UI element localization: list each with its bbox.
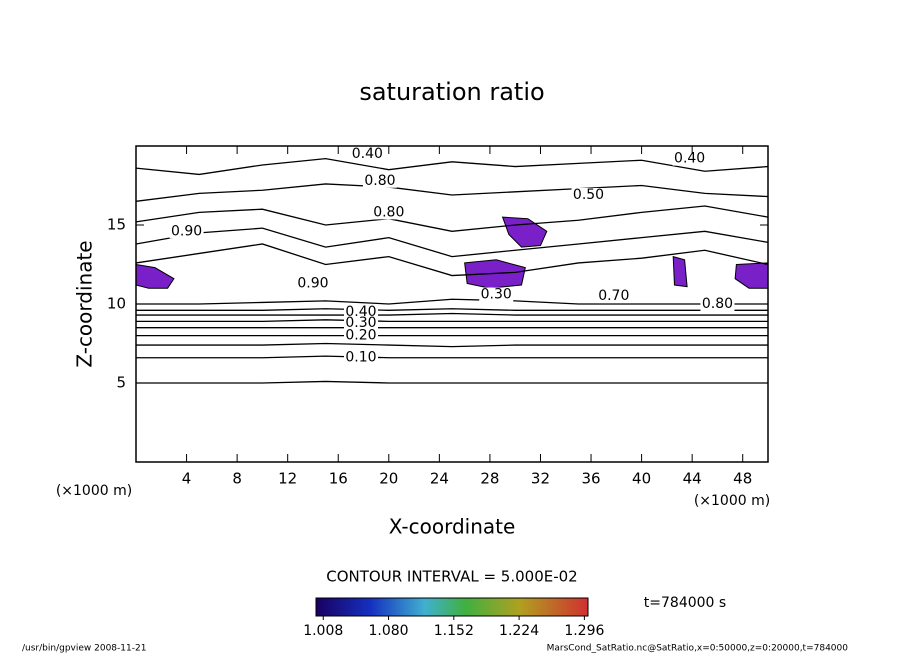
x-tick-label: 20 (379, 470, 398, 488)
contour-label-bg (362, 173, 397, 188)
contour-label: 0.40 (352, 146, 383, 162)
contour-label: 0.80 (364, 173, 395, 189)
contour-label-bg (350, 146, 385, 161)
colorbar-tick-label: 1.080 (368, 623, 408, 639)
x-tick-label: 16 (329, 470, 348, 488)
contour-label-bg (343, 304, 378, 319)
contour-label: 0.50 (573, 187, 604, 203)
contour-label-bg (479, 287, 514, 302)
x-unit: (×1000 m) (694, 493, 770, 509)
x-tick-label: 48 (733, 470, 752, 488)
contour-line (135, 157, 769, 176)
contour-label: 0.80 (373, 204, 404, 220)
x-tick-label: 12 (278, 470, 297, 488)
x-tick-label: 32 (531, 470, 550, 488)
contour-label: 0.40 (674, 151, 705, 167)
y-tick-label: 15 (107, 216, 126, 234)
y-unit: (×1000 m) (56, 483, 132, 499)
contour-line (136, 380, 768, 384)
colorbar-tick-label: 1.224 (499, 623, 539, 639)
contour-label: 0.40 (345, 304, 376, 320)
footer-right: MarsCond_SatRatio.nc@SatRatio,x=0:50000,… (547, 644, 849, 654)
contour-label-bg (672, 151, 707, 166)
contour-line (136, 298, 768, 305)
contour-label-bg (343, 315, 378, 330)
x-tick-label: 40 (632, 470, 651, 488)
contour-label-bg (700, 297, 735, 311)
saturated-region (501, 216, 548, 248)
contour-label: 0.10 (345, 350, 376, 366)
contour-line (135, 205, 769, 232)
contour-line (135, 183, 769, 202)
contour-label-bg (343, 328, 378, 343)
contour-label: 0.70 (598, 288, 629, 304)
y-axis-label: Z-coordinate (73, 240, 97, 367)
contour-line (136, 319, 768, 323)
contour-label: 0.80 (702, 296, 733, 312)
contour-interval: CONTOUR INTERVAL = 5.000E-02 (326, 568, 577, 586)
saturated-region (672, 255, 688, 288)
contour-line (136, 342, 768, 348)
contour-label-bg (295, 276, 330, 291)
contour-line (136, 355, 768, 359)
contour-line (135, 227, 769, 258)
contour-label-bg (571, 187, 606, 202)
x-tick-label: 28 (480, 470, 499, 488)
y-tick-label: 10 (107, 295, 126, 313)
x-tick-label: 36 (581, 470, 600, 488)
colorbar (315, 597, 589, 617)
contour-label: 0.30 (481, 287, 512, 303)
x-tick-label: 4 (182, 470, 192, 488)
contour-label: 0.30 (345, 315, 376, 331)
colorbar-tick-label: 1.008 (303, 623, 343, 639)
saturated-region (135, 263, 175, 289)
x-tick-label: 24 (430, 470, 449, 488)
contour-label-bg (343, 350, 378, 365)
x-axis-label: X-coordinate (389, 515, 516, 539)
contour-label: 0.20 (345, 328, 376, 344)
contour-label: 0.90 (297, 275, 328, 291)
x-tick-label: 8 (232, 470, 242, 488)
footer-left: /usr/bin/gpview 2008-11-21 (22, 644, 146, 654)
contour-line (136, 312, 768, 316)
time-label: t=784000 s (644, 595, 726, 611)
contour-label-bg (371, 205, 406, 220)
contour-label-bg (169, 224, 204, 239)
contour-label-bg (596, 289, 631, 304)
contour-line (136, 308, 768, 311)
chart-title: saturation ratio (359, 78, 544, 106)
x-tick-label: 44 (683, 470, 702, 488)
colorbar-tick-label: 1.296 (564, 623, 604, 639)
y-tick-label: 5 (116, 374, 126, 392)
saturated-region (734, 262, 769, 289)
contour-line (135, 243, 769, 277)
contour-label: 0.90 (171, 223, 202, 239)
colorbar-tick-label: 1.152 (434, 623, 474, 639)
